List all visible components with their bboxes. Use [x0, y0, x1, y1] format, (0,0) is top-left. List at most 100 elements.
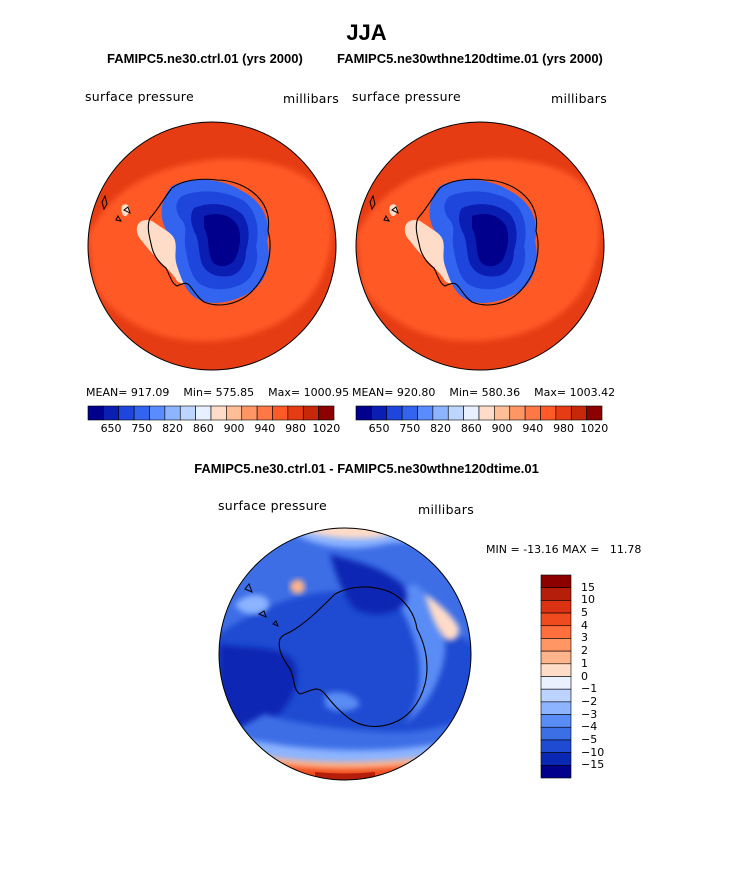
- left-mean-label: MEAN=: [86, 386, 128, 399]
- right-colorbar-tick-label: 980: [553, 422, 575, 435]
- left-colorbar-swatch: [272, 405, 289, 421]
- diff-colorbar-swatch: [540, 638, 572, 652]
- right-colorbar-swatch: [371, 405, 388, 421]
- left-colorbar-tick-label: 650: [100, 422, 122, 435]
- diff-colorbar-tick-label: 3: [581, 631, 588, 645]
- diff-max-label: MAX =: [562, 543, 600, 556]
- diff-colorbar: [540, 574, 572, 779]
- left-colorbar-tick-label: 820: [162, 422, 184, 435]
- figure-title: JJA: [346, 20, 387, 45]
- right-units-label: millibars: [551, 91, 608, 106]
- right-colorbar-swatch: [509, 405, 526, 421]
- diff-colorbar-swatch: [540, 701, 572, 715]
- right-colorbar-swatch: [540, 405, 557, 421]
- right-colorbar-tick-label: 860: [460, 422, 482, 435]
- diff-colorbar-swatch: [540, 676, 572, 690]
- diff-colorbar-swatch: [540, 574, 572, 588]
- diff-colorbar-swatch: [540, 587, 572, 601]
- diff-colorbar-tick-label: −5: [581, 732, 598, 746]
- left-units-label: millibars: [283, 91, 340, 106]
- right-stats: MEAN= 920.80 Min= 580.36 Max= 1003.42: [352, 386, 615, 399]
- left-mean-value: 917.09: [130, 386, 170, 399]
- diff-min-label: MIN =: [486, 543, 520, 556]
- diff-colorbar-swatch: [540, 612, 572, 627]
- diff-colorbar-tick-label: 15: [581, 580, 595, 594]
- diff-minmax: MIN = -13.16 MAX = 11.78: [486, 543, 641, 556]
- right-map-border: [355, 121, 605, 371]
- left-variable-label: surface pressure: [85, 89, 194, 104]
- left-colorbar-swatch: [302, 405, 319, 421]
- left-colorbar-swatch: [118, 405, 135, 421]
- diff-variable-label: surface pressure: [218, 498, 327, 513]
- left-colorbar-swatch: [149, 405, 166, 421]
- left-colorbar-swatch: [241, 405, 258, 421]
- diff-min-value: -13.16: [523, 543, 559, 556]
- diff-colorbar-tick-label: −3: [581, 707, 598, 721]
- right-colorbar-tick-label: 650: [368, 422, 390, 435]
- right-mean-value: 920.80: [396, 386, 436, 399]
- right-colorbar-swatch: [463, 405, 480, 421]
- left-max-value: 1000.95: [303, 386, 350, 399]
- right-colorbar-swatch: [447, 405, 464, 421]
- right-colorbar-swatch: [586, 405, 603, 421]
- left-colorbar-swatch: [164, 405, 181, 421]
- left-colorbar-swatch: [179, 405, 196, 421]
- left-colorbar-tick-label: 860: [192, 422, 214, 435]
- right-panel-title: FAMIPC5.ne30wthne120dtime.01 (yrs 2000): [337, 51, 603, 66]
- right-max-value: 1003.42: [569, 386, 616, 399]
- right-colorbar-swatch: [478, 405, 495, 421]
- left-colorbar-swatch: [256, 405, 273, 421]
- right-colorbar-swatch: [417, 405, 434, 421]
- diff-colorbar-tick-label: 0: [581, 669, 588, 683]
- diff-colorbar-swatch: [540, 688, 572, 703]
- diff-colorbar-swatch: [540, 714, 572, 728]
- left-map-border: [87, 121, 337, 371]
- right-colorbar-swatch: [432, 405, 449, 421]
- right-colorbar-swatch: [555, 405, 572, 421]
- diff-colorbar-tick-label: 4: [581, 618, 588, 632]
- left-panel-title: FAMIPC5.ne30.ctrl.01 (yrs 2000): [107, 51, 303, 66]
- diff-colorbar-swatch: [540, 663, 572, 677]
- right-colorbar-tick-label: 750: [399, 422, 421, 435]
- right-colorbar-tick-label: 940: [522, 422, 544, 435]
- right-colorbar: [355, 405, 603, 421]
- right-colorbar-swatch: [494, 405, 511, 421]
- diff-colorbar-tick-label: −15: [581, 758, 605, 772]
- right-colorbar-swatch: [570, 405, 587, 421]
- diff-max-value: 11.78: [609, 543, 642, 556]
- diff-colorbar-swatch: [540, 752, 572, 766]
- left-colorbar-tick-label: 940: [254, 422, 276, 435]
- diff-panel-title: FAMIPC5.ne30.ctrl.01 - FAMIPC5.ne30wthne…: [194, 461, 539, 476]
- right-variable-label: surface pressure: [352, 89, 461, 104]
- left-colorbar-tick-label: 980: [285, 422, 307, 435]
- left-colorbar-swatch: [133, 405, 150, 421]
- left-colorbar-swatch: [87, 405, 104, 421]
- left-colorbar-swatch: [226, 405, 243, 421]
- diff-colorbar-swatch: [540, 650, 572, 665]
- right-colorbar-swatch: [524, 405, 541, 421]
- diff-colorbar-tick-label: 2: [581, 644, 588, 658]
- left-min-value: 575.85: [215, 386, 255, 399]
- right-colorbar-swatch: [386, 405, 403, 421]
- left-colorbar-swatch: [318, 405, 335, 421]
- diff-colorbar-swatch: [540, 600, 572, 614]
- left-stats: MEAN= 917.09 Min= 575.85 Max= 1000.95: [86, 386, 349, 399]
- left-colorbar-swatch: [287, 405, 304, 421]
- left-colorbar-tick-label: 750: [131, 422, 153, 435]
- diff-units-label: millibars: [418, 502, 475, 517]
- right-mean-label: MEAN=: [352, 386, 394, 399]
- diff-colorbar-tick-label: −10: [581, 745, 605, 759]
- diff-colorbar-tick-label: 10: [581, 593, 595, 607]
- diff-colorbar-tick-label: −1: [581, 682, 598, 696]
- left-colorbar-swatch: [195, 405, 212, 421]
- diff-colorbar-tick-label: −4: [581, 720, 598, 734]
- left-max-label: Max=: [268, 386, 301, 399]
- right-colorbar-tick-label: 1020: [580, 422, 609, 435]
- diff-colorbar-tick-label: 1: [581, 656, 588, 670]
- diff-colorbar-swatch: [540, 726, 572, 741]
- right-colorbar-tick-label: 900: [491, 422, 513, 435]
- diff-colorbar-swatch: [540, 765, 572, 779]
- left-colorbar-tick-label: 1020: [312, 422, 341, 435]
- left-colorbar-swatch: [103, 405, 120, 421]
